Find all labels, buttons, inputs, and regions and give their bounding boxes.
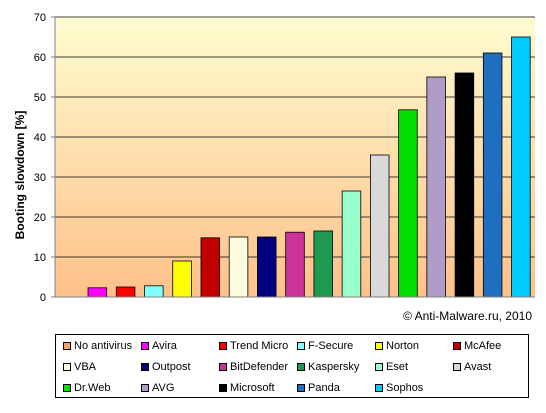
bar-vba bbox=[228, 236, 249, 298]
y-tick-label: 70 bbox=[34, 12, 46, 24]
legend-label: BitDefender bbox=[230, 361, 289, 373]
bar-norton bbox=[172, 260, 192, 298]
legend-swatch bbox=[375, 363, 383, 371]
legend-item: Avast bbox=[453, 360, 491, 374]
legend-label: No antivirus bbox=[74, 340, 133, 352]
legend-swatch bbox=[297, 363, 305, 371]
legend-item: BitDefender bbox=[219, 360, 288, 374]
bar-eset bbox=[341, 190, 362, 298]
legend-item: Eset bbox=[375, 360, 408, 374]
copyright-credit: © Anti-Malware.ru, 2010 bbox=[403, 309, 532, 323]
legend-item: Trend Micro bbox=[219, 339, 288, 353]
legend-label: Sophos bbox=[386, 382, 424, 394]
bar-avast bbox=[369, 154, 390, 298]
bar-outpost bbox=[257, 236, 277, 298]
legend-label: Outpost bbox=[152, 361, 191, 373]
bar-avira bbox=[87, 287, 108, 298]
y-tick-label: 60 bbox=[34, 52, 46, 64]
legend-label: F-Secure bbox=[308, 340, 354, 352]
legend-swatch bbox=[453, 363, 461, 371]
legend-item: Sophos bbox=[375, 381, 423, 395]
legend-swatch bbox=[297, 342, 305, 350]
legend-item: Avira bbox=[141, 339, 177, 353]
bar-sophos bbox=[511, 36, 531, 298]
bar-panda bbox=[482, 52, 503, 298]
legend-item: F-Secure bbox=[297, 339, 353, 353]
legend-label: Avast bbox=[464, 361, 492, 373]
y-tick-label: 40 bbox=[34, 132, 46, 144]
legend-swatch bbox=[63, 384, 71, 392]
bar-dr-web bbox=[398, 109, 418, 298]
legend-swatch bbox=[219, 384, 227, 392]
chart-legend: No antivirus Avira Trend Micro F-Secure Nort… bbox=[55, 334, 529, 398]
legend-label: VBA bbox=[74, 361, 97, 373]
legend-label: Panda bbox=[308, 382, 340, 394]
bar-trend-micro bbox=[115, 286, 136, 298]
legend-swatch bbox=[219, 363, 227, 371]
bar-bitdefender bbox=[285, 231, 305, 298]
legend-item: Panda bbox=[297, 381, 340, 395]
y-tick-label: 20 bbox=[34, 212, 46, 224]
legend-item: Outpost bbox=[141, 360, 191, 374]
legend-item: AVG bbox=[141, 381, 174, 395]
legend-swatch bbox=[297, 384, 305, 392]
legend-label: Microsoft bbox=[230, 382, 275, 394]
legend-swatch bbox=[219, 342, 227, 350]
legend-label: AVG bbox=[152, 382, 175, 394]
legend-swatch bbox=[63, 342, 71, 350]
legend-swatch bbox=[141, 342, 149, 350]
legend-item: Dr.Web bbox=[63, 381, 110, 395]
bar-mcafee bbox=[200, 237, 221, 298]
legend-item: No antivirus bbox=[63, 339, 132, 353]
legend-label: Kaspersky bbox=[308, 361, 360, 373]
legend-swatch bbox=[453, 342, 461, 350]
legend-item: Kaspersky bbox=[297, 360, 359, 374]
legend-swatch bbox=[375, 342, 383, 350]
legend-label: Norton bbox=[386, 340, 420, 352]
bar-avg bbox=[426, 76, 446, 298]
y-tick-label: 10 bbox=[34, 252, 46, 264]
legend-swatch bbox=[63, 363, 71, 371]
bar-f-secure bbox=[144, 285, 164, 298]
legend-label: Trend Micro bbox=[230, 340, 289, 352]
bar-kaspersky bbox=[313, 230, 333, 298]
legend-item: Norton bbox=[375, 339, 419, 353]
y-tick-label: 0 bbox=[40, 292, 46, 304]
legend-swatch bbox=[141, 384, 149, 392]
legend-item: Microsoft bbox=[219, 381, 275, 395]
legend-label: Avira bbox=[152, 340, 177, 352]
y-tick-label: 50 bbox=[34, 92, 46, 104]
legend-label: McAfee bbox=[464, 340, 502, 352]
legend-label: Eset bbox=[386, 361, 409, 373]
legend-item: VBA bbox=[63, 360, 96, 374]
legend-label: Dr.Web bbox=[74, 382, 111, 394]
y-axis-title: Booting slowdown [%] bbox=[13, 111, 27, 240]
legend-item: McAfee bbox=[453, 339, 501, 353]
legend-swatch bbox=[375, 384, 383, 392]
bar-microsoft bbox=[454, 72, 475, 298]
y-tick-label: 30 bbox=[34, 172, 46, 184]
legend-swatch bbox=[141, 363, 149, 371]
